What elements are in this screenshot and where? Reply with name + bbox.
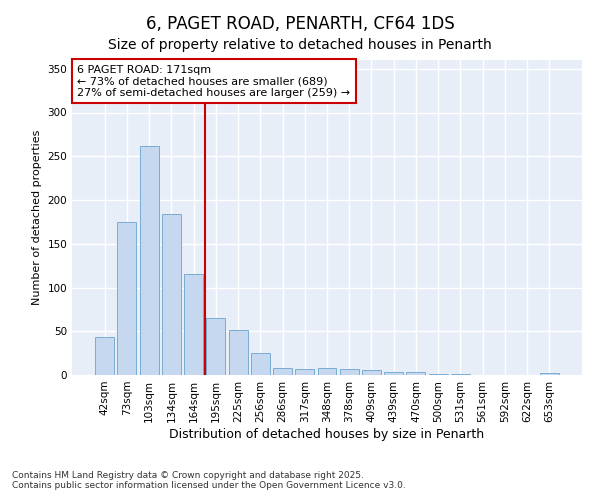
Bar — [295, 369, 314, 375]
Y-axis label: Number of detached properties: Number of detached properties — [32, 130, 42, 305]
Bar — [540, 373, 559, 375]
Bar — [95, 336, 114, 375]
Bar — [206, 318, 225, 375]
Text: 6 PAGET ROAD: 171sqm
← 73% of detached houses are smaller (689)
27% of semi-deta: 6 PAGET ROAD: 171sqm ← 73% of detached h… — [77, 64, 350, 98]
Bar — [251, 353, 270, 375]
X-axis label: Distribution of detached houses by size in Penarth: Distribution of detached houses by size … — [169, 428, 485, 440]
Bar — [273, 368, 292, 375]
Text: Contains HM Land Registry data © Crown copyright and database right 2025.
Contai: Contains HM Land Registry data © Crown c… — [12, 470, 406, 490]
Bar — [229, 330, 248, 375]
Bar — [184, 274, 203, 375]
Bar — [340, 369, 359, 375]
Bar — [429, 374, 448, 375]
Bar — [362, 370, 381, 375]
Text: Size of property relative to detached houses in Penarth: Size of property relative to detached ho… — [108, 38, 492, 52]
Text: 6, PAGET ROAD, PENARTH, CF64 1DS: 6, PAGET ROAD, PENARTH, CF64 1DS — [146, 15, 454, 33]
Bar — [406, 372, 425, 375]
Bar — [451, 374, 470, 375]
Bar — [162, 214, 181, 375]
Bar — [317, 368, 337, 375]
Bar — [140, 146, 158, 375]
Bar — [384, 372, 403, 375]
Bar — [118, 222, 136, 375]
